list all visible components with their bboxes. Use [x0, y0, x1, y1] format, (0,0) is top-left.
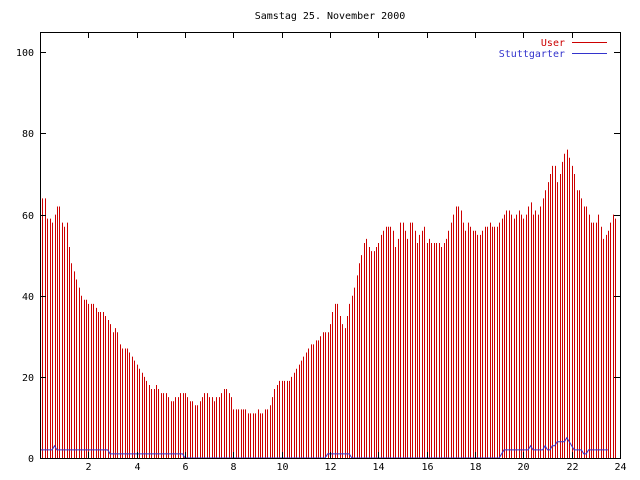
- plot-marks: [40, 149, 616, 459]
- y-tick-label: 100: [16, 48, 34, 59]
- x-tick-label: 14: [372, 462, 384, 473]
- x-tick-label: 8: [230, 462, 236, 473]
- x-tick-label: 20: [517, 462, 529, 473]
- legend-label: User: [541, 38, 565, 49]
- x-tick-label: 4: [134, 462, 140, 473]
- x-tick-label: 18: [469, 462, 481, 473]
- legend-label: Stuttgarter: [499, 49, 565, 60]
- x-tick-label: 2: [85, 462, 91, 473]
- x-tick-label: 6: [182, 462, 188, 473]
- x-tick-label: 12: [324, 462, 336, 473]
- x-tick-label: 24: [614, 462, 626, 473]
- y-tick-label: 60: [22, 211, 34, 222]
- y-tick-label: 0: [28, 454, 34, 465]
- y-tick-label: 20: [22, 373, 34, 384]
- x-tick-label: 16: [421, 462, 433, 473]
- series-user: [40, 149, 616, 458]
- y-tick-label: 40: [22, 292, 34, 303]
- y-tick-label: 80: [22, 129, 34, 140]
- chart-title: Samstag 25. November 2000: [255, 11, 406, 22]
- x-tick-label: 22: [566, 462, 578, 473]
- x-tick-label: 10: [276, 462, 288, 473]
